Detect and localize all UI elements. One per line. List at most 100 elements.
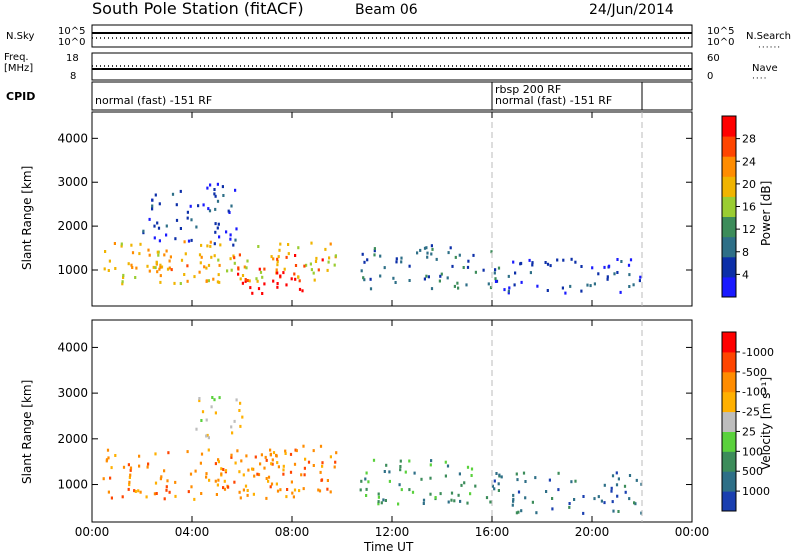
velocity-cell xyxy=(214,479,217,483)
velocity-cell xyxy=(223,487,227,491)
velocity-cell xyxy=(493,479,496,483)
power-cell xyxy=(321,258,324,262)
power-cell xyxy=(363,260,366,264)
nsearch-label: N.Search xyxy=(746,31,792,42)
power-cell xyxy=(425,246,428,250)
velocity-cell xyxy=(265,477,268,480)
power-cell xyxy=(326,268,329,272)
velocity-cell xyxy=(217,478,220,482)
velocity-cell xyxy=(165,488,168,492)
velocity-cell xyxy=(207,448,210,452)
freq-unit-label: [MHz] xyxy=(4,63,34,74)
power-cell xyxy=(214,222,217,226)
velocity-cell xyxy=(265,458,268,462)
velocity-cell xyxy=(121,495,124,499)
power-cell xyxy=(593,282,596,286)
power-cell xyxy=(283,267,286,271)
power-colorbar-segment xyxy=(722,236,736,258)
power-cell xyxy=(285,283,288,287)
power-cell xyxy=(154,266,157,270)
power-cell xyxy=(507,291,510,295)
power-cell xyxy=(570,257,573,261)
power-cell xyxy=(152,265,155,269)
power-cell xyxy=(243,265,246,269)
power-cell xyxy=(408,279,411,282)
velocity-cell xyxy=(474,484,477,488)
velocity-cell xyxy=(207,436,210,440)
velocity-cell xyxy=(497,482,500,486)
velocity-colorbar-segment xyxy=(722,471,736,492)
power-cell xyxy=(156,250,159,254)
power-cell xyxy=(147,248,150,252)
power-cell xyxy=(214,230,217,234)
velocity-cell xyxy=(231,431,234,435)
velocity-cell xyxy=(334,460,337,464)
power-cell xyxy=(423,277,426,281)
power-cell xyxy=(301,289,304,293)
power-cell xyxy=(237,272,240,276)
power-cell xyxy=(313,278,316,282)
power-cell xyxy=(131,266,134,269)
power-ytick-label: 2000 xyxy=(57,219,88,233)
power-cell xyxy=(238,253,241,257)
power-cell xyxy=(285,255,288,259)
nave-label: Nave xyxy=(752,63,778,74)
velocity-cell xyxy=(611,474,615,478)
power-cell xyxy=(278,248,281,252)
power-cell xyxy=(270,255,273,259)
velocity-cell xyxy=(303,466,306,470)
power-cell xyxy=(209,244,212,248)
velocity-cell xyxy=(106,448,110,452)
power-cell xyxy=(193,275,196,279)
velocity-cell xyxy=(377,502,380,506)
power-cell xyxy=(210,255,213,259)
velocity-cell xyxy=(256,472,259,476)
velocity-cell xyxy=(326,487,329,491)
velocity-cell xyxy=(517,510,520,514)
velocity-cell xyxy=(434,496,437,499)
power-frame xyxy=(91,111,693,307)
velocity-cell xyxy=(107,456,110,460)
power-cell xyxy=(226,269,229,273)
power-cell xyxy=(151,198,154,202)
power-cell xyxy=(183,240,186,244)
power-colorbar-segment xyxy=(722,156,736,177)
power-cell xyxy=(171,192,175,196)
beam-label: Beam 06 xyxy=(355,2,418,18)
velocity-cell xyxy=(463,481,466,485)
power-ytick-label: 4000 xyxy=(57,131,88,145)
power-cell xyxy=(218,263,221,267)
velocity-cell xyxy=(139,490,142,494)
velocity-cell xyxy=(211,396,214,399)
velocity-cell xyxy=(522,471,526,475)
power-cell xyxy=(159,274,162,278)
nsky-label: N.Sky xyxy=(6,31,35,42)
velocity-cell xyxy=(286,488,289,491)
power-cell xyxy=(153,224,156,228)
power-cell xyxy=(520,261,523,265)
velocity-ytick-label: 4000 xyxy=(57,340,88,354)
power-cell xyxy=(589,284,592,288)
velocity-cell xyxy=(382,498,385,502)
velocity-cell xyxy=(420,477,423,481)
power-cell xyxy=(134,276,137,279)
power-cell xyxy=(217,222,220,226)
power-cell xyxy=(153,236,156,240)
power-cell xyxy=(139,242,142,246)
power-cell xyxy=(451,264,454,268)
power-cell xyxy=(130,263,133,267)
power-cell xyxy=(586,283,589,287)
velocity-colorbar-segment xyxy=(722,332,736,353)
power-cell xyxy=(482,268,485,272)
power-cell xyxy=(217,273,220,277)
velocity-colorbar-tick-label: -100 xyxy=(742,386,767,399)
power-cell xyxy=(202,203,205,207)
velocity-cell xyxy=(129,473,132,477)
velocity-cell xyxy=(210,405,213,409)
velocity-cell xyxy=(498,473,501,477)
velocity-cell xyxy=(267,475,271,479)
velocity-colorbar-segment xyxy=(722,451,736,472)
power-cell xyxy=(369,277,372,281)
power-cell xyxy=(435,257,438,261)
velocity-cell xyxy=(321,464,324,468)
